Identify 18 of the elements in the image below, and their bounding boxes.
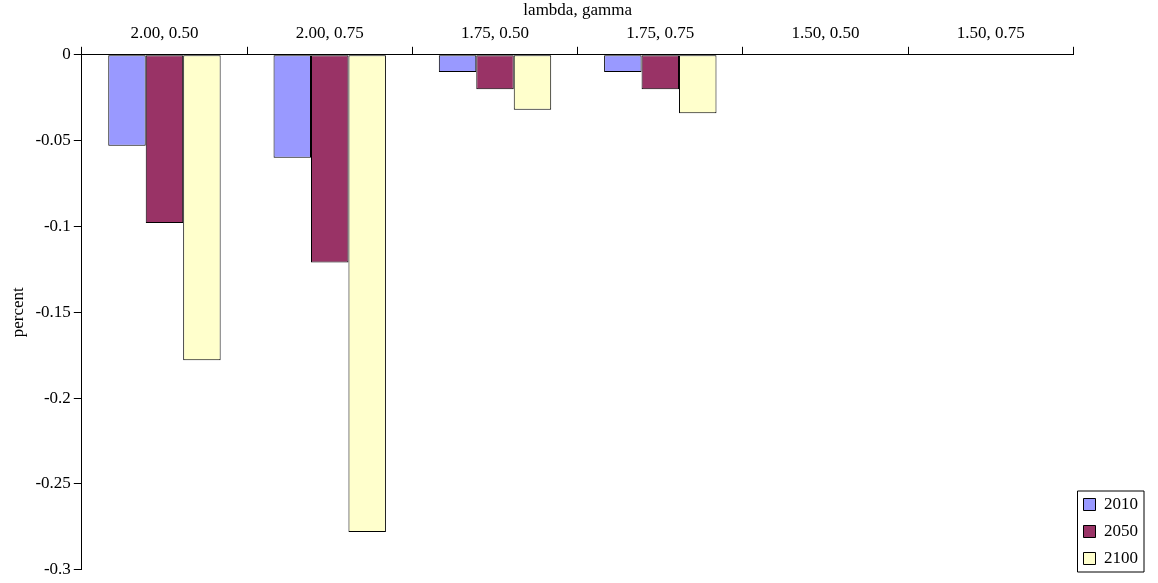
legend-label: 2100 bbox=[1104, 547, 1138, 567]
y-tick-label: -0.25 bbox=[35, 473, 71, 493]
y-axis-title: percent bbox=[7, 287, 27, 338]
legend-label: 2010 bbox=[1104, 493, 1138, 513]
legend-label: 2050 bbox=[1104, 520, 1138, 540]
x-tick-label: 1.75, 0.50 bbox=[461, 23, 530, 43]
y-tick-label: -0.05 bbox=[35, 130, 71, 150]
x-axis-title: lambda, gamma bbox=[523, 0, 633, 19]
y-tick-label: -0.2 bbox=[43, 387, 71, 407]
y-tick-label: 0 bbox=[62, 44, 71, 64]
x-tick-label: 1.50, 0.75 bbox=[956, 23, 1025, 43]
x-tick-label: 1.50, 0.50 bbox=[791, 23, 860, 43]
x-tick-label: 2.00, 0.75 bbox=[295, 23, 364, 43]
y-tick-label: -0.3 bbox=[43, 559, 71, 579]
y-tick-label: -0.1 bbox=[43, 215, 71, 235]
y-tick-label: -0.15 bbox=[35, 301, 71, 321]
x-tick-label: 2.00, 0.50 bbox=[130, 23, 199, 43]
x-tick-label: 1.75, 0.75 bbox=[626, 23, 695, 43]
